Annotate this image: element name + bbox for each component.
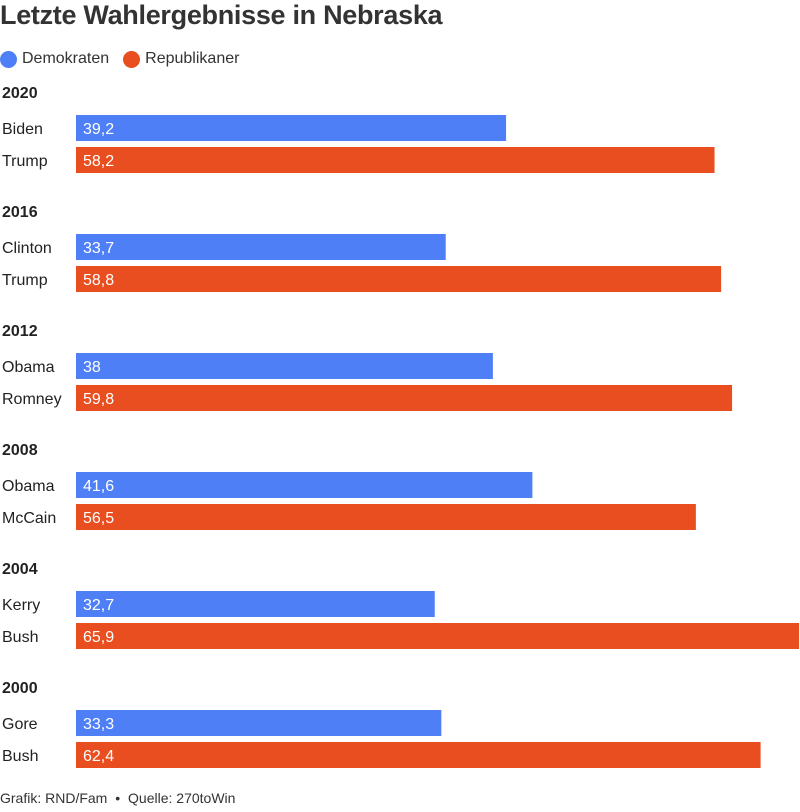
candidate-label: Bush [2,748,38,765]
bar-republican [76,742,761,768]
value-label: 33,3 [83,716,114,733]
value-label: 33,7 [83,240,114,257]
chart-legend: Demokraten Republikaner [0,50,253,68]
bar-republican [76,623,799,649]
value-label: 38 [83,359,101,376]
legend-label-democrats: Demokraten [22,50,110,67]
value-label: 39,2 [83,121,114,138]
bar-democrat [76,234,446,260]
value-label: 32,7 [83,597,114,614]
candidate-label: Trump [2,153,48,170]
candidate-label: McCain [2,510,56,527]
value-label: 56,5 [83,510,114,527]
year-label: 2012 [2,323,38,340]
bar-republican [76,504,696,530]
bar-democrat [76,591,435,617]
source-credit: Grafik: RND/Fam [0,790,108,806]
bar-democrat [76,353,493,379]
bar-chart: 2020 Biden 39,2 Trump 58,2 2016 Clinton 33,7 Tru… [2,85,799,768]
year-label: 2016 [2,204,38,221]
bar-republican [76,385,733,411]
candidate-label: Romney [2,391,62,408]
chart-title: Letzte Wahlergebnisse in Nebraska [0,0,443,30]
value-label: 41,6 [83,478,114,495]
legend-swatch-democrats [0,50,17,68]
source-line: Grafik: RND/Fam • Quelle: 270toWin [0,790,235,806]
candidate-label: Bush [2,629,38,646]
value-label: 58,2 [83,153,114,170]
value-label: 59,8 [83,391,114,408]
value-label: 65,9 [83,629,114,646]
bar-democrat [76,472,533,498]
source-origin: Quelle: 270toWin [128,790,236,806]
bar-republican [76,266,722,292]
year-label: 2004 [2,561,38,578]
value-label: 58,8 [83,272,114,289]
candidate-label: Biden [2,121,43,138]
candidate-label: Gore [2,716,38,733]
bar-democrat [76,710,442,736]
candidate-label: Trump [2,272,48,289]
bar-democrat [76,115,507,141]
legend-item-republicans: Republikaner [123,50,239,68]
legend-label-republicans: Republikaner [145,50,240,67]
candidate-label: Obama [2,359,55,376]
year-label: 2008 [2,442,38,459]
source-separator: • [115,790,121,806]
bar-republican [76,147,715,173]
candidate-label: Kerry [2,597,40,614]
candidate-label: Obama [2,478,55,495]
candidate-label: Clinton [2,240,52,257]
year-label: 2000 [2,680,38,697]
value-label: 62,4 [83,748,114,765]
year-label: 2020 [2,85,38,102]
legend-item-democrats: Demokraten [0,50,109,68]
legend-swatch-republicans [123,50,141,68]
